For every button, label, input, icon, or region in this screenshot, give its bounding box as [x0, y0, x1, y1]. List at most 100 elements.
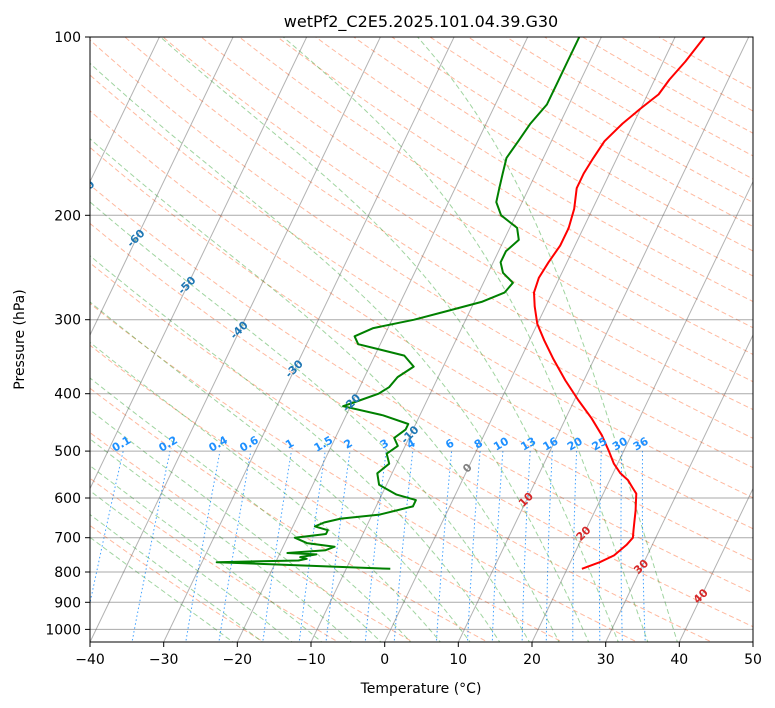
moist-adiabat-line	[90, 255, 501, 642]
x-tick-label: −10	[296, 652, 326, 668]
dry-adiabat-line	[314, 37, 753, 303]
x-axis-label: Temperature (°C)	[360, 681, 482, 697]
y-axis-label: Pressure (hPa)	[12, 289, 28, 389]
dry-adiabat-line	[238, 37, 753, 355]
temperature-profile-line	[533, 37, 706, 570]
dry-adiabats	[90, 37, 753, 642]
y-tick-label: 400	[54, 387, 81, 403]
y-tick-label: 900	[54, 595, 81, 611]
mixing-ratio-lines	[90, 450, 646, 642]
y-tick-label: 500	[54, 444, 81, 460]
dry-adiabat-line	[162, 37, 753, 411]
dry-adiabat-line	[505, 37, 753, 180]
mixing-ratio-line	[491, 451, 504, 642]
isotherm-line	[90, 37, 160, 183]
dry-adiabat-line	[90, 524, 265, 642]
y-tick-label: 300	[54, 313, 81, 329]
dry-adiabat-line	[658, 37, 753, 90]
y-tick-label: 1000	[45, 622, 81, 638]
moist-adiabat-line	[282, 37, 649, 642]
moist-adiabat-line	[160, 37, 619, 642]
x-tick-label: 20	[523, 652, 541, 668]
isotherm-label: -80	[23, 131, 46, 154]
isotherm-label: -10	[398, 423, 421, 446]
profiles	[215, 37, 706, 570]
isotherm-line	[752, 640, 753, 642]
mixing-ratio-line	[90, 450, 124, 606]
mixing-ratio-label: 6	[443, 436, 456, 451]
mixing-ratio-line	[620, 451, 623, 642]
dry-adiabat-line	[90, 110, 753, 530]
isobars	[90, 37, 753, 630]
y-tick-label: 800	[54, 565, 81, 581]
isotherm-line	[605, 333, 753, 642]
mixing-ratio-label: 1	[283, 437, 296, 452]
mixing-ratio-line	[393, 451, 414, 642]
dry-adiabat-line	[352, 37, 753, 277]
y-tick-label: 700	[54, 531, 81, 547]
isotherm-line	[531, 180, 753, 642]
dry-adiabat-line	[581, 37, 753, 134]
isotherm-line	[236, 37, 529, 642]
isotherm-line	[310, 37, 602, 642]
isotherm-line	[90, 37, 308, 490]
isotherm-line	[457, 37, 750, 642]
dry-adiabat-line	[124, 37, 753, 439]
dry-adiabat-line	[200, 37, 753, 383]
isotherm-line	[384, 37, 676, 642]
dry-adiabat-line	[90, 477, 340, 642]
y-tick-label: 600	[54, 491, 81, 507]
dry-adiabat-line	[90, 39, 753, 469]
x-tick-label: −30	[149, 652, 179, 668]
moist-adiabat-line	[90, 341, 442, 642]
x-tick-label: −40	[75, 652, 105, 668]
isotherm-line	[90, 37, 234, 337]
isotherm-label: 30	[631, 557, 651, 577]
dry-adiabat-line	[90, 222, 753, 628]
mixing-ratio-line	[572, 451, 578, 642]
x-tick-label: 50	[744, 652, 762, 668]
mixing-ratio-line	[185, 451, 221, 642]
mixing-ratio-label: 2	[342, 437, 355, 452]
moist-adiabat-line	[90, 201, 530, 642]
dry-adiabat-line	[276, 37, 753, 329]
isotherm-line	[163, 37, 455, 642]
mixing-ratio-label: 3	[378, 437, 391, 452]
mixing-ratio-label: 8	[472, 437, 485, 452]
moist-adiabats	[90, 37, 678, 642]
y-tick-label: 200	[54, 208, 81, 224]
dry-adiabat-line	[90, 431, 414, 642]
dry-adiabat-line	[90, 302, 639, 642]
y-tick-label: 100	[54, 30, 81, 46]
dewpoint-profile-line	[215, 37, 581, 570]
mixing-ratio-line	[521, 451, 531, 642]
isotherm-line	[90, 37, 381, 642]
dry-adiabat-line	[543, 37, 753, 157]
moist-adiabat-line	[90, 490, 293, 642]
dry-adiabat-line	[90, 387, 489, 642]
mixing-ratio-line	[466, 451, 481, 642]
dry-adiabat-line	[90, 74, 753, 499]
x-axis-ticks: −40 −30 −20 −10 0 10 20 30 40 50	[75, 642, 762, 668]
mixing-ratio-line	[364, 451, 387, 642]
dry-adiabat-line	[90, 146, 753, 562]
plot-frame	[89, 36, 754, 643]
mixing-ratio-line	[598, 451, 602, 642]
moist-adiabat-line	[90, 409, 382, 642]
dry-adiabat-line	[90, 184, 753, 594]
chart-title: wetPf2_C2E5.2025.101.04.39.G30	[284, 12, 558, 32]
x-tick-label: 0	[380, 652, 389, 668]
isotherm-line	[678, 487, 753, 642]
moist-adiabat-line	[90, 62, 590, 642]
dry-adiabat-line	[391, 37, 753, 252]
dry-adiabat-line	[429, 37, 753, 228]
isotherm-label: 10	[516, 489, 536, 509]
isotherm-label: -40	[228, 318, 251, 341]
isotherm-label: 0	[460, 461, 475, 476]
dry-adiabat-line	[467, 37, 753, 204]
x-tick-label: −20	[223, 652, 253, 668]
y-axis-ticks: 100 200 300 400 500 600 700 800 900 1000	[45, 30, 90, 638]
isotherm-label: -30	[283, 357, 306, 380]
moist-adiabat-line	[417, 37, 678, 642]
